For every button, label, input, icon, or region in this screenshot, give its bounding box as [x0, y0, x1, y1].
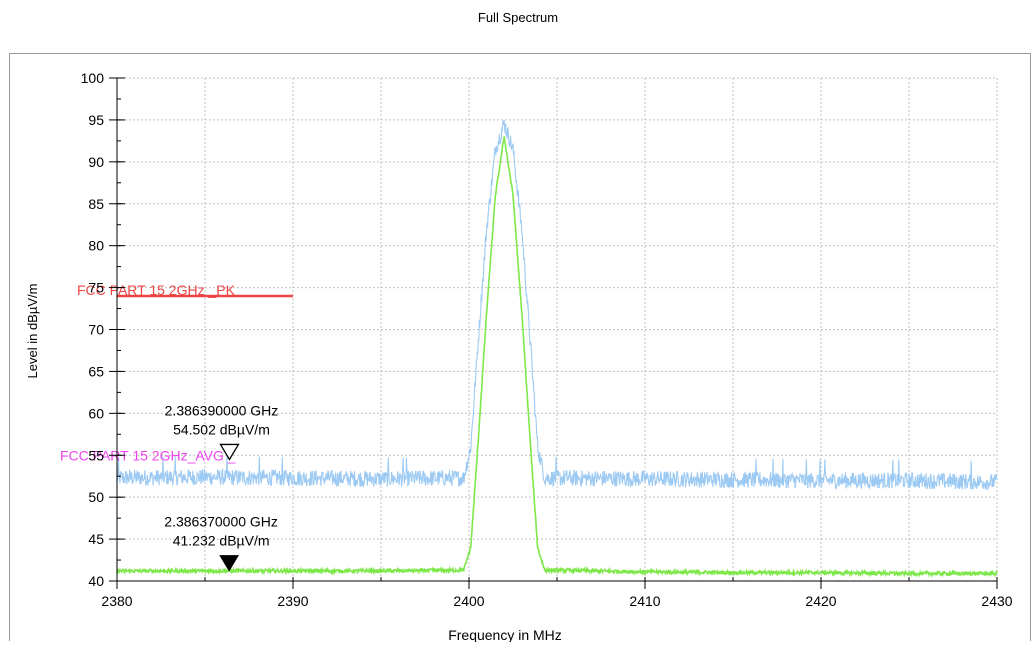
y-tick-label: 60 [88, 405, 104, 421]
y-tick-label: 70 [88, 322, 104, 338]
y-tick-label: 85 [88, 196, 104, 212]
markers: 2.386390000 GHz 54.502 dBµV/m 2.386370000 … [164, 402, 279, 572]
marker-frequency-label: 2.386370000 GHz [164, 514, 278, 530]
y-tick-label: 75 [88, 280, 104, 296]
x-tick-label: 2400 [453, 593, 484, 609]
y-tick-label: 90 [88, 154, 104, 170]
x-tick-label: 2420 [805, 593, 836, 609]
marker-triangle-hollow [219, 443, 240, 461]
y-tick-label: 40 [88, 573, 104, 589]
x-axis-label: Frequency in MHz [448, 627, 562, 642]
y-tick-label: 100 [81, 70, 105, 86]
peak-trace [116, 120, 998, 490]
marker-triangle-filled [219, 555, 239, 572]
traces [116, 120, 998, 578]
x-tick-label: 2430 [981, 593, 1012, 609]
x-tick-label: 2390 [277, 593, 308, 609]
y-tick-label: 55 [88, 447, 104, 463]
y-tick-label: 50 [88, 489, 104, 505]
chart-frame: FCC PART 15 2GHz _PK FCC PART 15 2GHz_AVG… [9, 53, 1031, 642]
y-tick-label: 95 [88, 112, 104, 128]
y-tick-label: 45 [88, 531, 104, 547]
marker-level-label: 54.502 dBµV/m [173, 421, 270, 437]
chart-title: Full Spectrum [477, 10, 559, 25]
y-tick-label: 65 [88, 363, 104, 379]
limit-label-avg: FCC PART 15 2GHz_AVG _ [60, 448, 236, 464]
marker-level-label: 41.232 dBµV/m [173, 533, 270, 549]
y-tick-label: 80 [88, 238, 104, 254]
x-tick-label: 2410 [629, 593, 660, 609]
y-axis-label: Level in dBµV/m [25, 284, 40, 379]
grid [116, 77, 998, 582]
marker-frequency-label: 2.386390000 GHz [165, 402, 279, 418]
axes: 40 45 50 55 60 65 70 75 80 85 90 95 100 2380 2390 2400 2… [81, 70, 1013, 609]
x-tick-label: 2380 [101, 593, 132, 609]
average-trace [116, 136, 998, 578]
